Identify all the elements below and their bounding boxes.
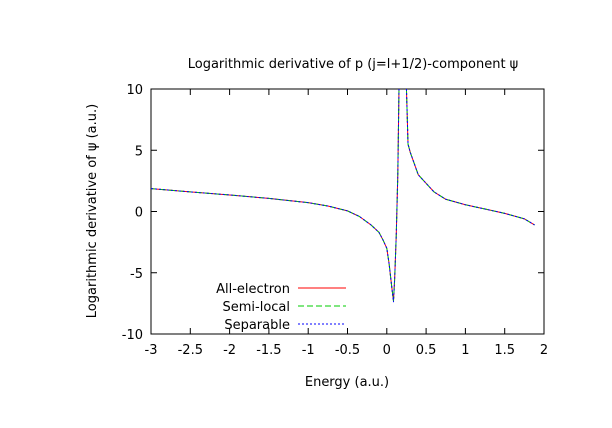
x-tick-label: -3 xyxy=(145,343,158,358)
x-tick-label: -1 xyxy=(302,343,315,358)
x-tick-label: 1.5 xyxy=(494,343,515,358)
x-tick-label: -0.5 xyxy=(335,343,360,358)
y-tick-label: 10 xyxy=(126,83,143,98)
axis-ticks: -3 -2.5 -2 -1.5 -1 -0.5 0 0.5 1 1.5 2 -10 -5 0 5 10 xyxy=(122,83,548,358)
legend-label-separable: Separable xyxy=(224,318,290,333)
series-line-all-electron xyxy=(151,89,400,301)
series-line-separable xyxy=(405,89,535,226)
y-tick-label: -5 xyxy=(130,267,143,282)
series-line-all-electron xyxy=(405,89,535,226)
plot-border xyxy=(150,88,545,335)
x-tick-label: -2.5 xyxy=(178,343,203,358)
x-tick-label: 1 xyxy=(461,343,469,358)
y-tick-label: 5 xyxy=(135,144,143,159)
series-line-semi-local xyxy=(151,89,400,301)
x-tick-label: -2 xyxy=(223,343,236,358)
y-tick-label: -10 xyxy=(122,328,143,343)
y-tick-label: 0 xyxy=(135,206,143,221)
plot-area xyxy=(150,88,545,335)
y-axis-label: Logarithmic derivative of ψ (a.u.) xyxy=(85,104,100,318)
x-tick-label: -1.5 xyxy=(256,343,281,358)
legend-label-semi-local: Semi-local xyxy=(222,300,290,315)
chart-title: Logarithmic derivative of p (j=l+1/2)-co… xyxy=(188,57,519,72)
x-tick-label: 2 xyxy=(540,343,548,358)
series-line-separable xyxy=(151,89,400,303)
x-axis-label: Energy (a.u.) xyxy=(305,375,389,390)
x-tick-label: 0.5 xyxy=(416,343,437,358)
legend-label-all-electron: All-electron xyxy=(216,282,290,297)
x-tick-label: 0 xyxy=(383,343,391,358)
series-layer xyxy=(151,89,535,303)
legend: All-electron Semi-local Separable xyxy=(216,282,346,333)
series-line-semi-local xyxy=(405,89,535,226)
